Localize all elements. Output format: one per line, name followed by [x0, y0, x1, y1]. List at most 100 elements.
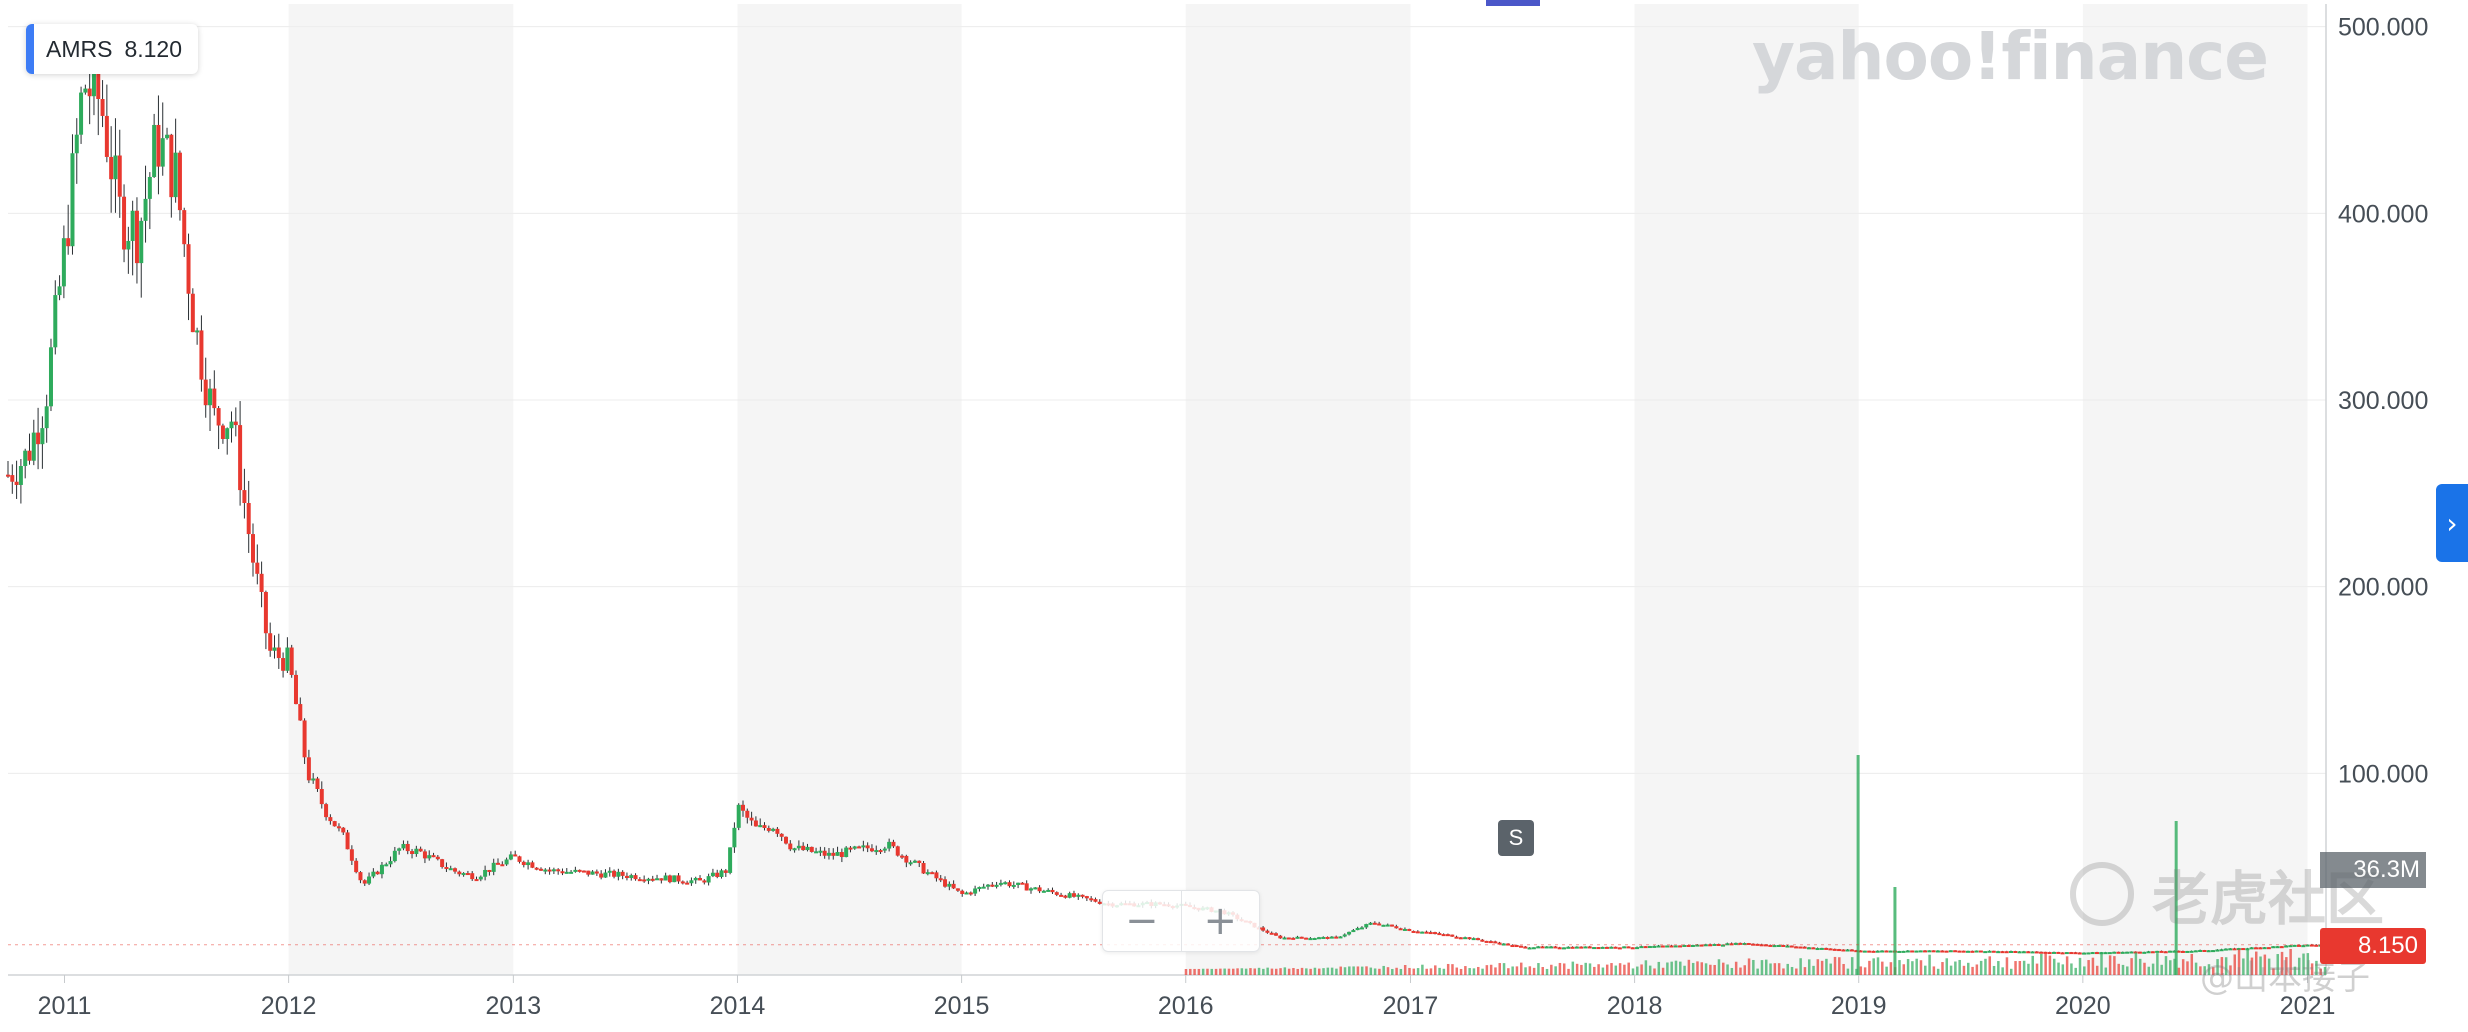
candle-body: [1609, 946, 1614, 949]
volume-bar: [1528, 966, 1532, 975]
candle-body: [272, 647, 277, 651]
candle-body: [2030, 951, 2035, 954]
candle-body: [822, 850, 827, 856]
candle-body: [1798, 946, 1803, 949]
candle-body: [1299, 936, 1304, 939]
zoom-out-button[interactable]: −: [1124, 898, 1159, 944]
candle-body: [758, 825, 763, 828]
yahoo-finance-logo: yahoo!finance: [1752, 18, 2269, 95]
volume-bar: [1292, 968, 1295, 975]
volume-bar: [1941, 962, 1944, 975]
candle-body: [1656, 945, 1661, 948]
volume-bar: [1846, 968, 1850, 975]
candle-body: [212, 388, 217, 409]
candle-body: [44, 406, 49, 429]
volume-bar: [1928, 954, 1931, 975]
candle-body: [551, 869, 556, 872]
volume-bar: [1829, 963, 1832, 975]
candle-body: [882, 848, 887, 851]
candle-body: [1501, 943, 1506, 946]
candle-body: [229, 421, 234, 429]
candle-body: [1970, 950, 1975, 953]
candle-body: [1574, 946, 1579, 949]
volume-bar: [2186, 961, 2189, 975]
volume-bar: [1494, 967, 1497, 975]
volume-bar: [1691, 962, 1695, 975]
volume-bar: [1360, 966, 1364, 975]
candle-body: [869, 848, 874, 852]
candle-body: [2223, 948, 2228, 951]
volume-bar: [1919, 960, 1923, 975]
volume-bar: [1502, 963, 1506, 975]
volume-bar: [1820, 960, 1824, 975]
candle-body: [646, 878, 651, 881]
volume-bar: [1588, 963, 1592, 975]
candle-body: [766, 827, 771, 831]
candle-body: [2064, 952, 2069, 955]
candle-body: [1480, 939, 1485, 942]
volume-bar: [1872, 958, 1875, 975]
volume-bar: [1399, 968, 1403, 975]
volume-bar: [1898, 960, 1901, 975]
zoom-in-button[interactable]: +: [1180, 891, 1260, 951]
candle-body: [27, 450, 32, 461]
volume-bar: [2242, 958, 2245, 975]
candle-body: [805, 846, 810, 851]
candle-body: [1063, 895, 1068, 898]
candle-body: [418, 848, 423, 852]
candle-body: [117, 155, 122, 197]
volume-bar: [1726, 964, 1729, 975]
volume-bar: [2285, 957, 2288, 975]
volume-bar: [2018, 961, 2022, 975]
candle-body: [1983, 951, 1988, 954]
candle-body: [796, 845, 801, 849]
volume-bar: [1339, 966, 1342, 975]
x-tick-label: 2019: [1831, 992, 1887, 1020]
candle-body: [1093, 899, 1098, 902]
candle-body: [534, 867, 539, 870]
candle-body: [1897, 950, 1902, 953]
candle-body: [225, 428, 230, 439]
candle-body: [1518, 945, 1523, 948]
volume-bar: [1283, 967, 1287, 975]
volume-bar: [1485, 965, 1489, 975]
candle-body: [1867, 950, 1872, 953]
range-marker[interactable]: [1486, 0, 1540, 6]
volume-bar: [1193, 968, 1196, 975]
candle-body: [938, 878, 943, 881]
volume-bar: [1640, 964, 1643, 975]
split-event-marker[interactable]: S: [1498, 820, 1534, 856]
candle-body: [2305, 944, 2310, 947]
volume-bar: [1489, 964, 1493, 975]
volume-bar: [2212, 967, 2215, 975]
candle-body: [6, 474, 10, 477]
volume-bar: [1786, 963, 1789, 975]
volume-bar: [2035, 963, 2039, 975]
candle-body: [1007, 882, 1012, 887]
candle-body: [169, 134, 174, 198]
candle-body: [100, 98, 105, 116]
volume-bar: [1580, 964, 1583, 975]
candle-body: [122, 196, 127, 250]
volume-bar: [1335, 968, 1338, 975]
volume-bar: [1270, 968, 1274, 975]
series-color-stripe: [26, 24, 34, 74]
volume-bar: [2190, 953, 2194, 975]
candle-body: [667, 875, 672, 883]
volume-bar: [1653, 968, 1656, 975]
candle-body: [285, 647, 290, 671]
candle-body: [1463, 937, 1468, 940]
next-button[interactable]: ›: [2436, 484, 2468, 562]
volume-bar: [1412, 968, 1416, 975]
volume-bar: [1876, 957, 1880, 975]
candle-body: [955, 888, 960, 891]
volume-bar: [1644, 960, 1648, 975]
volume-bar: [1679, 961, 1682, 975]
year-band: [1185, 4, 1411, 975]
candle-body: [2288, 945, 2293, 948]
candle-body: [2073, 952, 2078, 955]
volume-bar: [1537, 963, 1540, 975]
candle-body: [96, 58, 101, 99]
